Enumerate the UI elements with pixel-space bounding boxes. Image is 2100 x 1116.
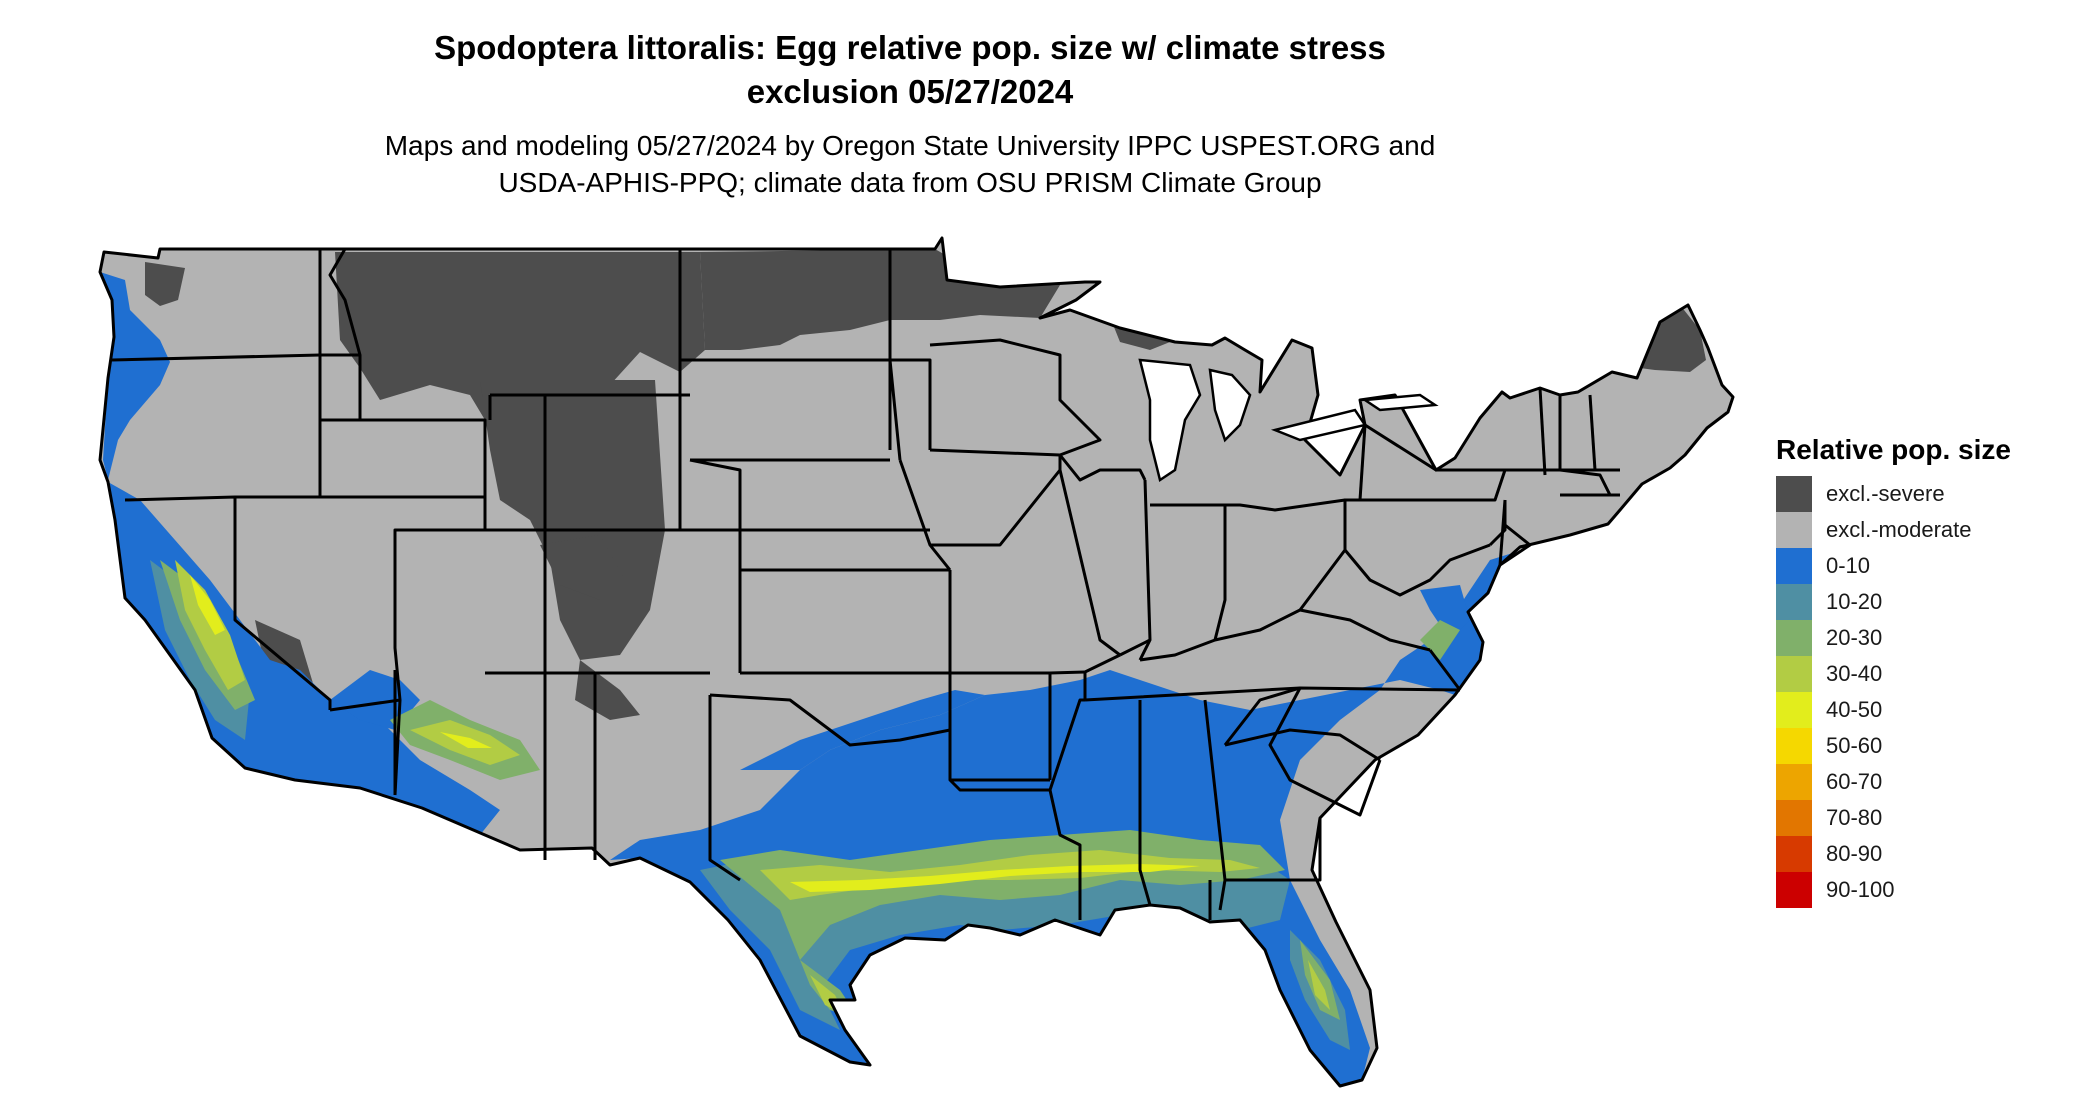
- legend-label: 60-70: [1826, 769, 1883, 794]
- legend-title: Relative pop. size: [1776, 434, 2011, 465]
- legend-swatch: [1776, 512, 1812, 548]
- legend-label: 10-20: [1826, 589, 1883, 614]
- legend-item: 10-20: [1776, 584, 2076, 620]
- legend-label: 20-30: [1826, 625, 1883, 650]
- legend-item: 0-10: [1776, 548, 2076, 584]
- legend-swatch: [1776, 836, 1812, 872]
- legend-label: 50-60: [1826, 733, 1883, 758]
- legend-swatch: [1776, 656, 1812, 692]
- legend-label: 80-90: [1826, 841, 1883, 866]
- legend: Relative pop. size excl.-severe excl.-mod…: [1776, 432, 2076, 908]
- legend-item: 20-30: [1776, 620, 2076, 656]
- legend-swatch: [1776, 476, 1812, 512]
- legend-label: 30-40: [1826, 661, 1883, 686]
- legend-item: excl.-moderate: [1776, 512, 2076, 548]
- legend-swatch: [1776, 692, 1812, 728]
- legend-swatch: [1776, 728, 1812, 764]
- legend-label: excl.-moderate: [1826, 517, 1972, 542]
- legend-swatch: [1776, 764, 1812, 800]
- legend-swatch: [1776, 620, 1812, 656]
- legend-item: excl.-severe: [1776, 476, 2076, 512]
- legend-label: excl.-severe: [1826, 481, 1945, 506]
- legend-item: 30-40: [1776, 656, 2076, 692]
- legend-item: 60-70: [1776, 764, 2076, 800]
- legend-swatch: [1776, 872, 1812, 908]
- map-title-line-2: exclusion 05/27/2024: [746, 73, 1074, 110]
- legend-item: 80-90: [1776, 836, 2076, 872]
- map-title-line-1: Spodoptera littoralis: Egg relative pop.…: [434, 29, 1386, 66]
- legend-label: 90-100: [1826, 877, 1895, 902]
- legend-swatch: [1776, 584, 1812, 620]
- legend-item: 70-80: [1776, 800, 2076, 836]
- legend-item: 40-50: [1776, 692, 2076, 728]
- map-subtitle-line-1: Maps and modeling 05/27/2024 by Oregon S…: [384, 130, 1436, 161]
- legend-label: 40-50: [1826, 697, 1883, 722]
- legend-swatch: [1776, 800, 1812, 836]
- map-subtitle-line-2: USDA-APHIS-PPQ; climate data from OSU PR…: [498, 167, 1322, 198]
- legend-item: 90-100: [1776, 872, 2076, 908]
- legend-label: 0-10: [1826, 553, 1871, 578]
- legend-swatch: [1776, 548, 1812, 584]
- legend-label: 70-80: [1826, 805, 1883, 830]
- legend-item: 50-60: [1776, 728, 2076, 764]
